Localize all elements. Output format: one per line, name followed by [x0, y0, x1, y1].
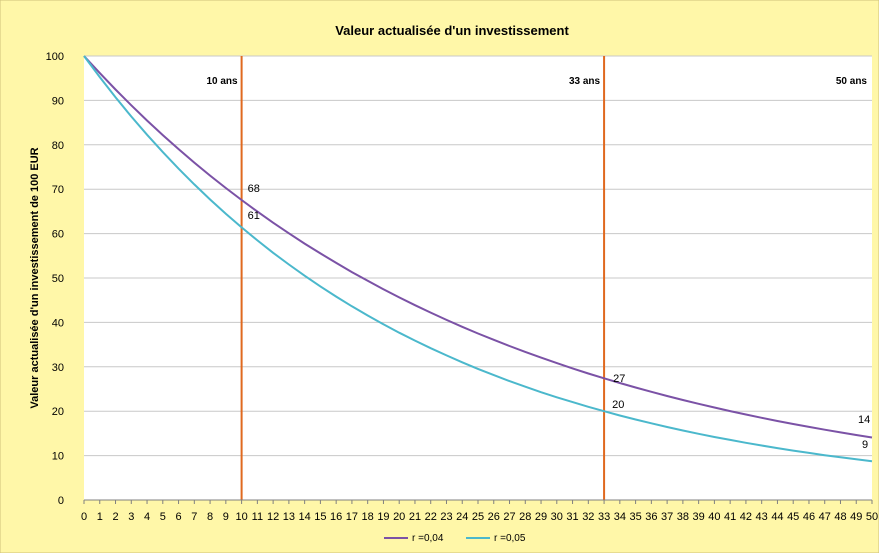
gridlines: [84, 55, 872, 501]
data-label: 20: [612, 399, 624, 411]
series-line: [83, 55, 873, 439]
data-labels: 68 61 27 20 14 9: [248, 183, 871, 451]
x-tick-label: 42: [740, 511, 752, 523]
x-tick-label: 22: [425, 511, 437, 523]
x-tick-label: 8: [207, 511, 213, 523]
x-tick-label: 18: [362, 511, 374, 523]
y-tick-label: 10: [52, 451, 64, 463]
y-tick-label: 80: [52, 140, 64, 152]
x-tick-label: 9: [223, 511, 229, 523]
y-tick-label: 20: [52, 406, 64, 418]
x-tick-label: 31: [566, 511, 578, 523]
y-axis-label: Valeur actualisée d'un investissement de…: [29, 147, 41, 408]
y-tick-label: 70: [52, 184, 64, 196]
x-tick-label: 47: [819, 511, 831, 523]
data-label: 14: [858, 414, 870, 426]
x-tick-label: 34: [614, 511, 626, 523]
x-tick-label: 44: [771, 511, 783, 523]
x-tick-label: 2: [112, 511, 118, 523]
x-tick-label: 49: [850, 511, 862, 523]
data-label: 68: [248, 183, 260, 195]
chart-title: Valeur actualisée d'un investissement: [335, 23, 569, 38]
x-tick-label: 10: [235, 511, 247, 523]
y-tick-label: 60: [52, 229, 64, 241]
x-tick-label: 1: [97, 511, 103, 523]
y-tick-label: 0: [58, 495, 64, 507]
x-tick-label: 36: [645, 511, 657, 523]
x-tick-label: 27: [503, 511, 515, 523]
x-tick-label: 40: [708, 511, 720, 523]
legend-label: r =0,04: [412, 533, 444, 544]
x-tick-label: 48: [834, 511, 846, 523]
x-tick-label: 3: [128, 511, 134, 523]
vertical-marker-label: 10 ans: [206, 76, 238, 87]
x-tick-label: 14: [299, 511, 311, 523]
series-line: [83, 55, 873, 463]
x-tick-label: 33: [598, 511, 610, 523]
data-label: 27: [613, 373, 625, 385]
x-tick-label: 39: [693, 511, 705, 523]
x-tick-label: 45: [787, 511, 799, 523]
x-tick-label: 32: [582, 511, 594, 523]
x-tick-label: 23: [440, 511, 452, 523]
y-tick-label: 30: [52, 362, 64, 374]
vertical-markers: 10 ans 33 ans 50 ans: [206, 56, 867, 500]
series-lines: [83, 55, 873, 463]
x-tick-label: 16: [330, 511, 342, 523]
x-tick-label: 0: [81, 511, 87, 523]
x-tick-label: 29: [535, 511, 547, 523]
x-tick-label: 28: [519, 511, 531, 523]
x-tick-label: 50: [866, 511, 878, 523]
x-tick-label: 11: [252, 511, 263, 523]
x-tick-label: 20: [393, 511, 405, 523]
x-tick-label: 7: [191, 511, 197, 523]
x-tick-label: 43: [756, 511, 768, 523]
x-tick-label: 5: [160, 511, 166, 523]
legend: r =0,04 r =0,05: [384, 533, 526, 544]
x-tick-label: 6: [175, 511, 181, 523]
x-tick-label: 41: [724, 511, 736, 523]
data-label: 61: [248, 210, 260, 222]
x-tick-label: 17: [346, 511, 358, 523]
y-tick-label: 40: [52, 317, 64, 329]
x-tick-label: 21: [409, 511, 421, 523]
x-tick-label: 12: [267, 511, 279, 523]
legend-label: r =0,05: [494, 533, 526, 544]
x-tick-label: 19: [377, 511, 389, 523]
x-tick-label: 4: [144, 511, 150, 523]
x-tick-label: 35: [629, 511, 641, 523]
x-tick-label: 37: [661, 511, 673, 523]
x-tick-label: 15: [314, 511, 326, 523]
x-tick-label: 13: [283, 511, 295, 523]
x-tick-label: 38: [677, 511, 689, 523]
y-tick-label: 90: [52, 95, 64, 107]
x-tick-label: 24: [456, 511, 468, 523]
vertical-marker-label: 50 ans: [836, 76, 868, 87]
x-tick-label: 30: [551, 511, 563, 523]
y-tick-label: 50: [52, 273, 64, 285]
data-label: 9: [862, 439, 868, 451]
y-tick-label: 100: [46, 51, 64, 63]
vertical-marker-label: 33 ans: [569, 76, 601, 87]
x-tick-label: 46: [803, 511, 815, 523]
x-tick-label: 25: [472, 511, 484, 523]
x-tick-label: 26: [488, 511, 500, 523]
